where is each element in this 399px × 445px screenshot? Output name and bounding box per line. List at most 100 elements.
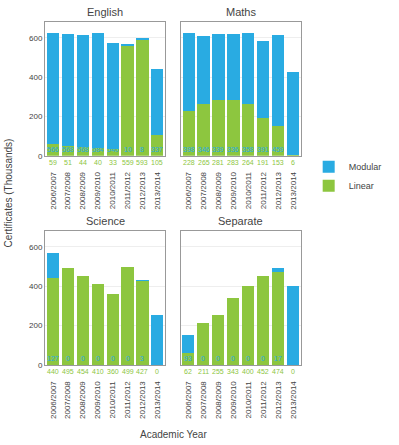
svg-text:62: 62 xyxy=(184,368,192,375)
svg-text:0: 0 xyxy=(246,355,250,362)
svg-text:Maths: Maths xyxy=(226,6,256,18)
svg-text:459: 459 xyxy=(272,146,284,153)
svg-text:Science: Science xyxy=(86,215,125,227)
svg-text:2011/2012: 2011/2012 xyxy=(259,381,268,419)
svg-text:336: 336 xyxy=(227,146,239,153)
svg-text:2012/2013: 2012/2013 xyxy=(138,171,147,209)
svg-text:346: 346 xyxy=(198,146,210,153)
svg-text:339: 339 xyxy=(212,146,224,153)
svg-text:33: 33 xyxy=(109,159,117,166)
svg-text:0: 0 xyxy=(111,355,115,362)
svg-text:0: 0 xyxy=(155,368,159,375)
svg-text:8: 8 xyxy=(140,146,144,153)
svg-text:2009/2010: 2009/2010 xyxy=(93,381,102,419)
svg-text:0: 0 xyxy=(291,368,295,375)
svg-text:2007/2008: 2007/2008 xyxy=(199,381,208,419)
svg-text:127: 127 xyxy=(47,355,59,362)
svg-text:568: 568 xyxy=(77,146,89,153)
svg-text:17: 17 xyxy=(274,355,282,362)
svg-text:0: 0 xyxy=(231,355,235,362)
svg-text:253: 253 xyxy=(151,355,163,362)
svg-text:0: 0 xyxy=(66,355,70,362)
svg-text:255: 255 xyxy=(212,368,224,375)
svg-text:2010/2011: 2010/2011 xyxy=(108,171,117,209)
svg-text:421: 421 xyxy=(287,146,299,153)
svg-text:540: 540 xyxy=(107,146,119,153)
svg-text:0: 0 xyxy=(38,361,43,370)
svg-text:2011/2012: 2011/2012 xyxy=(123,381,132,419)
svg-text:Modular: Modular xyxy=(349,162,382,172)
svg-text:358: 358 xyxy=(242,146,254,153)
svg-text:400: 400 xyxy=(29,73,43,82)
svg-text:0: 0 xyxy=(126,355,130,362)
svg-text:44: 44 xyxy=(79,159,87,166)
svg-text:51: 51 xyxy=(64,159,72,166)
svg-text:265: 265 xyxy=(198,159,210,166)
svg-text:200: 200 xyxy=(29,321,43,330)
svg-text:59: 59 xyxy=(49,159,57,166)
svg-text:600: 600 xyxy=(29,34,43,43)
svg-text:Certificates (Thousands): Certificates (Thousands) xyxy=(3,139,14,248)
svg-text:2011/2012: 2011/2012 xyxy=(259,171,268,209)
svg-text:2009/2010: 2009/2010 xyxy=(229,381,238,419)
svg-text:Separate: Separate xyxy=(218,215,263,227)
svg-text:391: 391 xyxy=(257,146,269,153)
svg-text:454: 454 xyxy=(77,368,89,375)
svg-text:283: 283 xyxy=(227,159,239,166)
svg-text:360: 360 xyxy=(107,368,119,375)
svg-text:2013/2014: 2013/2014 xyxy=(153,171,162,209)
svg-text:2009/2010: 2009/2010 xyxy=(229,171,238,209)
svg-text:427: 427 xyxy=(136,368,148,375)
svg-text:400: 400 xyxy=(29,282,43,291)
svg-text:337: 337 xyxy=(151,146,163,153)
svg-text:0: 0 xyxy=(201,355,205,362)
svg-text:2006/2007: 2006/2007 xyxy=(184,171,193,209)
svg-text:452: 452 xyxy=(257,368,269,375)
svg-text:3: 3 xyxy=(140,355,144,362)
svg-text:191: 191 xyxy=(257,159,269,166)
svg-text:Academic Year: Academic Year xyxy=(140,429,207,440)
svg-text:93: 93 xyxy=(184,355,192,362)
svg-text:593: 593 xyxy=(136,159,148,166)
svg-text:Linear: Linear xyxy=(349,181,374,191)
svg-text:474: 474 xyxy=(272,368,284,375)
svg-text:2008/2009: 2008/2009 xyxy=(214,381,223,419)
svg-text:559: 559 xyxy=(122,159,134,166)
svg-text:0: 0 xyxy=(38,152,43,161)
svg-text:10: 10 xyxy=(124,146,132,153)
svg-text:2007/2008: 2007/2008 xyxy=(64,381,73,419)
svg-text:2006/2007: 2006/2007 xyxy=(49,381,58,419)
svg-text:6: 6 xyxy=(291,159,295,166)
svg-text:2007/2008: 2007/2008 xyxy=(64,171,73,209)
svg-text:566: 566 xyxy=(47,146,59,153)
svg-text:398: 398 xyxy=(183,146,195,153)
svg-text:2011/2012: 2011/2012 xyxy=(123,171,132,209)
svg-text:2013/2014: 2013/2014 xyxy=(289,171,298,209)
svg-text:401: 401 xyxy=(287,355,299,362)
svg-text:2012/2013: 2012/2013 xyxy=(274,381,283,419)
svg-text:264: 264 xyxy=(242,159,254,166)
svg-text:153: 153 xyxy=(272,159,284,166)
svg-text:600: 600 xyxy=(29,243,43,252)
svg-text:211: 211 xyxy=(198,368,209,375)
svg-text:0: 0 xyxy=(216,355,220,362)
svg-text:2008/2009: 2008/2009 xyxy=(78,171,87,209)
svg-text:410: 410 xyxy=(92,368,104,375)
svg-text:2008/2009: 2008/2009 xyxy=(214,171,223,209)
svg-text:2008/2009: 2008/2009 xyxy=(78,381,87,419)
svg-text:2009/2010: 2009/2010 xyxy=(93,171,102,209)
svg-text:English: English xyxy=(87,6,123,18)
svg-text:2006/2007: 2006/2007 xyxy=(49,171,58,209)
svg-text:440: 440 xyxy=(47,368,59,375)
svg-text:0: 0 xyxy=(96,355,100,362)
svg-text:400: 400 xyxy=(242,368,254,375)
svg-text:105: 105 xyxy=(151,159,163,166)
svg-text:0: 0 xyxy=(261,355,265,362)
svg-text:2006/2007: 2006/2007 xyxy=(184,381,193,419)
svg-text:2010/2011: 2010/2011 xyxy=(244,381,253,419)
svg-text:2010/2011: 2010/2011 xyxy=(108,381,117,419)
svg-text:584: 584 xyxy=(92,146,104,153)
svg-text:343: 343 xyxy=(227,368,239,375)
svg-text:0: 0 xyxy=(81,355,85,362)
svg-text:495: 495 xyxy=(62,368,74,375)
